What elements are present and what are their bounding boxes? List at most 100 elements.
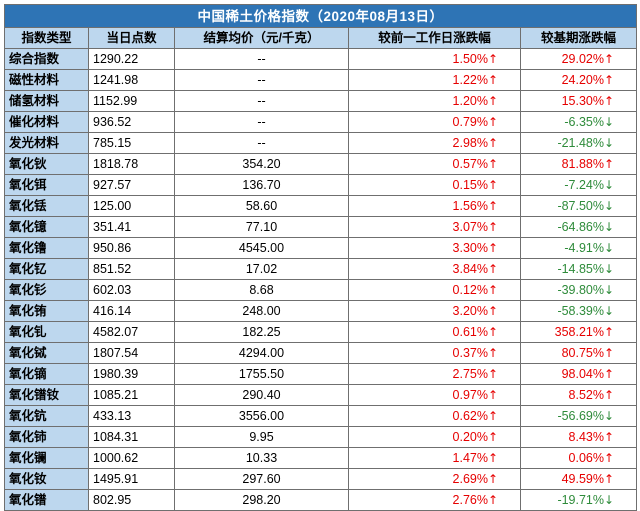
change-value: 3.84% bbox=[452, 261, 488, 276]
base-change-cell: -58.39%↓ bbox=[520, 300, 637, 322]
day-change-cell: 1.47%↑ bbox=[348, 447, 521, 469]
table-row: 氧化镝 1980.39 1755.50 2.75%↑ 98.04%↑ bbox=[4, 363, 637, 385]
change-value: 24.20% bbox=[561, 72, 604, 87]
points-cell: 851.52 bbox=[88, 258, 175, 280]
day-change-cell: 1.50%↑ bbox=[348, 48, 521, 70]
table-row: 氧化镧 1000.62 10.33 1.47%↑ 0.06%↑ bbox=[4, 447, 637, 469]
column-header-row: 指数类型 当日点数 结算均价（元/千克） 较前一工作日涨跌幅 较基期涨跌幅 bbox=[4, 27, 637, 49]
arrow-up-icon: ↑ bbox=[604, 324, 615, 339]
change-value: -87.50% bbox=[557, 198, 604, 213]
index-name-cell: 磁性材料 bbox=[4, 69, 89, 91]
arrow-down-icon: ↓ bbox=[604, 177, 615, 192]
arrow-up-icon: ↑ bbox=[488, 345, 499, 360]
table-row: 氧化铒 927.57 136.70 0.15%↑ -7.24%↓ bbox=[4, 174, 637, 196]
change-value: -56.69% bbox=[557, 408, 604, 423]
table-row: 氧化镱 351.41 77.10 3.07%↑ -64.86%↓ bbox=[4, 216, 637, 238]
arrow-up-icon: ↑ bbox=[604, 471, 615, 486]
change-value: 15.30% bbox=[561, 93, 604, 108]
base-change-cell: 358.21%↑ bbox=[520, 321, 637, 343]
arrow-up-icon: ↑ bbox=[488, 387, 499, 402]
base-change-cell: -19.71%↓ bbox=[520, 489, 637, 511]
change-value: 0.57% bbox=[452, 156, 488, 171]
base-change-cell: 80.75%↑ bbox=[520, 342, 637, 364]
points-cell: 1807.54 bbox=[88, 342, 175, 364]
change-value: 1.56% bbox=[452, 198, 488, 213]
change-value: 0.37% bbox=[452, 345, 488, 360]
change-value: 1.50% bbox=[452, 51, 488, 66]
table-row: 氧化铈 1084.31 9.95 0.20%↑ 8.43%↑ bbox=[4, 426, 637, 448]
points-cell: 1290.22 bbox=[88, 48, 175, 70]
avg-price-cell: 248.00 bbox=[174, 300, 349, 322]
arrow-up-icon: ↑ bbox=[604, 156, 615, 171]
arrow-up-icon: ↑ bbox=[604, 387, 615, 402]
avg-price-cell: 298.20 bbox=[174, 489, 349, 511]
day-change-cell: 0.97%↑ bbox=[348, 384, 521, 406]
header-base-change: 较基期涨跌幅 bbox=[520, 27, 637, 49]
change-value: 358.21% bbox=[554, 324, 604, 339]
table-row: 氧化铕 416.14 248.00 3.20%↑ -58.39%↓ bbox=[4, 300, 637, 322]
points-cell: 1818.78 bbox=[88, 153, 175, 175]
change-value: -7.24% bbox=[564, 177, 604, 192]
base-change-cell: -7.24%↓ bbox=[520, 174, 637, 196]
points-cell: 785.15 bbox=[88, 132, 175, 154]
avg-price-cell: 4545.00 bbox=[174, 237, 349, 259]
avg-price-cell: 4294.00 bbox=[174, 342, 349, 364]
base-change-cell: 0.06%↑ bbox=[520, 447, 637, 469]
change-value: -4.91% bbox=[564, 240, 604, 255]
base-change-cell: -6.35%↓ bbox=[520, 111, 637, 133]
arrow-up-icon: ↑ bbox=[488, 303, 499, 318]
arrow-up-icon: ↑ bbox=[488, 324, 499, 339]
base-change-cell: -14.85%↓ bbox=[520, 258, 637, 280]
arrow-up-icon: ↑ bbox=[488, 114, 499, 129]
day-change-cell: 0.15%↑ bbox=[348, 174, 521, 196]
day-change-cell: 2.75%↑ bbox=[348, 363, 521, 385]
index-name-cell: 氧化钬 bbox=[4, 153, 89, 175]
base-change-cell: 98.04%↑ bbox=[520, 363, 637, 385]
arrow-up-icon: ↑ bbox=[604, 72, 615, 87]
day-change-cell: 0.20%↑ bbox=[348, 426, 521, 448]
arrow-down-icon: ↓ bbox=[604, 240, 615, 255]
arrow-down-icon: ↓ bbox=[604, 408, 615, 423]
points-cell: 936.52 bbox=[88, 111, 175, 133]
title-row: 中国稀土价格指数（2020年08月13日） bbox=[4, 4, 637, 28]
index-name-cell: 氧化钪 bbox=[4, 405, 89, 427]
base-change-cell: 8.52%↑ bbox=[520, 384, 637, 406]
arrow-up-icon: ↑ bbox=[604, 345, 615, 360]
arrow-up-icon: ↑ bbox=[488, 471, 499, 486]
arrow-up-icon: ↑ bbox=[488, 198, 499, 213]
day-change-cell: 1.20%↑ bbox=[348, 90, 521, 112]
table-row: 氧化钇 851.52 17.02 3.84%↑ -14.85%↓ bbox=[4, 258, 637, 280]
points-cell: 1084.31 bbox=[88, 426, 175, 448]
price-index-sheet: 中国稀土价格指数（2020年08月13日） 指数类型 当日点数 结算均价（元/千… bbox=[4, 4, 637, 511]
change-value: -6.35% bbox=[564, 114, 604, 129]
index-name-cell: 氧化镥 bbox=[4, 237, 89, 259]
arrow-up-icon: ↑ bbox=[604, 450, 615, 465]
header-points: 当日点数 bbox=[88, 27, 175, 49]
points-cell: 4582.07 bbox=[88, 321, 175, 343]
index-name-cell: 催化材料 bbox=[4, 111, 89, 133]
change-value: 0.15% bbox=[452, 177, 488, 192]
base-change-cell: -56.69%↓ bbox=[520, 405, 637, 427]
arrow-down-icon: ↓ bbox=[604, 219, 615, 234]
day-change-cell: 2.76%↑ bbox=[348, 489, 521, 511]
index-name-cell: 氧化镨钕 bbox=[4, 384, 89, 406]
avg-price-cell: 290.40 bbox=[174, 384, 349, 406]
base-change-cell: 49.59%↑ bbox=[520, 468, 637, 490]
avg-price-cell: -- bbox=[174, 69, 349, 91]
change-value: -64.86% bbox=[557, 219, 604, 234]
points-cell: 351.41 bbox=[88, 216, 175, 238]
avg-price-cell: -- bbox=[174, 90, 349, 112]
points-cell: 602.03 bbox=[88, 279, 175, 301]
base-change-cell: -87.50%↓ bbox=[520, 195, 637, 217]
avg-price-cell: 77.10 bbox=[174, 216, 349, 238]
table-row: 氧化钪 433.13 3556.00 0.62%↑ -56.69%↓ bbox=[4, 405, 637, 427]
change-value: 2.98% bbox=[452, 135, 488, 150]
points-cell: 1152.99 bbox=[88, 90, 175, 112]
change-value: 2.75% bbox=[452, 366, 488, 381]
arrow-up-icon: ↑ bbox=[488, 72, 499, 87]
avg-price-cell: 58.60 bbox=[174, 195, 349, 217]
arrow-up-icon: ↑ bbox=[488, 219, 499, 234]
change-value: 1.47% bbox=[452, 450, 488, 465]
day-change-cell: 3.07%↑ bbox=[348, 216, 521, 238]
change-value: 98.04% bbox=[561, 366, 604, 381]
